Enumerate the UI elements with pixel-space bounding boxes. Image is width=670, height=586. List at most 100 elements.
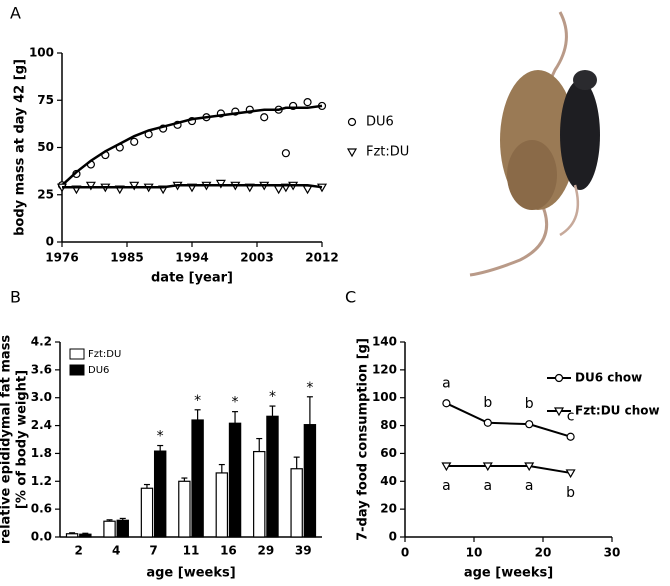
legend-marker xyxy=(553,407,565,417)
y-axis-label: [% of body weight] xyxy=(15,370,30,509)
bar xyxy=(266,415,279,538)
bar xyxy=(140,487,154,538)
point xyxy=(441,462,452,472)
significance: * xyxy=(306,380,313,396)
legend-marker xyxy=(346,148,358,158)
point xyxy=(215,179,226,189)
legend-label: DU6 chow xyxy=(575,371,642,385)
letter: c xyxy=(567,409,575,425)
panel-label: C xyxy=(345,288,356,307)
letter: a xyxy=(525,478,534,494)
legend-swatch xyxy=(69,348,85,360)
y-tick-label: 1.2 xyxy=(31,474,52,488)
letter: a xyxy=(484,478,493,494)
y-tick-label: 4.2 xyxy=(31,335,52,349)
y-tick-label: 120 xyxy=(372,362,397,376)
y-tick-label: 100 xyxy=(29,46,54,60)
y-tick-label: 100 xyxy=(372,390,397,404)
y-axis-label: relative epididymal fat mass xyxy=(0,335,14,545)
significance: * xyxy=(194,393,201,409)
x-tick-label: 16 xyxy=(220,544,237,558)
x-tick-label: 30 xyxy=(604,546,621,560)
point xyxy=(85,181,96,191)
point xyxy=(260,113,269,122)
letter: b xyxy=(483,395,492,411)
x-axis-label: age [weeks] xyxy=(146,566,235,581)
x-tick-label: 7 xyxy=(149,544,157,558)
point xyxy=(482,462,493,472)
bar xyxy=(178,480,191,538)
bar xyxy=(116,519,129,538)
point xyxy=(525,420,534,429)
y-tick-label: 20 xyxy=(380,502,397,516)
y-tick-label: 80 xyxy=(380,418,397,432)
legend-marker xyxy=(554,373,564,383)
legend-label: Fzt:DU xyxy=(366,145,409,160)
point xyxy=(565,469,576,479)
legend-marker xyxy=(347,117,357,127)
point xyxy=(273,185,284,195)
bar xyxy=(215,472,229,538)
letter: b xyxy=(525,396,534,412)
x-tick-label: 2 xyxy=(75,544,83,558)
y-tick-label: 60 xyxy=(380,446,397,460)
point xyxy=(566,432,575,441)
y-tick-label: 0 xyxy=(389,530,397,544)
y-tick-label: 50 xyxy=(37,140,54,154)
bar xyxy=(290,468,303,538)
letter: a xyxy=(442,478,451,494)
bar xyxy=(191,419,204,538)
y-tick-label: 40 xyxy=(380,474,397,488)
y-tick-label: 2.4 xyxy=(31,418,52,432)
y-tick-label: 3.6 xyxy=(31,362,52,376)
x-tick-label: 1994 xyxy=(175,251,208,265)
x-axis-label: age [weeks] xyxy=(464,566,553,581)
point xyxy=(524,462,535,472)
bar xyxy=(65,533,79,538)
point xyxy=(130,137,139,146)
significance: * xyxy=(157,429,164,445)
legend-label: DU6 xyxy=(366,115,394,130)
y-tick-label: 1.8 xyxy=(31,446,52,460)
letter: a xyxy=(442,375,451,391)
letter: b xyxy=(566,485,575,501)
x-tick-label: 2003 xyxy=(240,251,273,265)
point xyxy=(129,181,140,191)
y-tick-label: 0.0 xyxy=(31,530,52,544)
y-tick-label: 0.6 xyxy=(31,502,52,516)
legend-label: Fzt:DU chow xyxy=(575,404,660,418)
x-tick-label: 4 xyxy=(112,544,120,558)
x-axis-label: date [year] xyxy=(151,271,233,286)
y-tick-label: 3.0 xyxy=(31,390,52,404)
point xyxy=(281,149,290,158)
line xyxy=(445,402,571,438)
y-tick-label: 75 xyxy=(37,93,54,107)
y-tick-label: 140 xyxy=(372,335,397,349)
bar xyxy=(253,450,266,538)
legend-swatch xyxy=(69,364,85,376)
fit-line xyxy=(62,184,323,189)
bar xyxy=(228,422,242,538)
x-tick-label: 39 xyxy=(295,544,312,558)
panel-label: A xyxy=(10,4,21,23)
x-tick-label: 20 xyxy=(535,546,552,560)
panel-label: B xyxy=(10,288,21,307)
x-tick-label: 10 xyxy=(466,546,483,560)
fit-line xyxy=(61,104,323,187)
significance: * xyxy=(232,395,239,411)
x-tick-label: 1976 xyxy=(45,251,78,265)
x-tick-label: 0 xyxy=(401,546,409,560)
legend-label: DU6 xyxy=(88,365,109,376)
line xyxy=(446,464,571,474)
y-axis-label: 7-day food consumption [g] xyxy=(356,338,371,541)
x-tick-label: 1985 xyxy=(110,251,143,265)
significance: * xyxy=(269,389,276,405)
point xyxy=(302,185,313,195)
y-tick-label: 0 xyxy=(46,235,54,249)
legend-label: Fzt:DU xyxy=(88,349,121,360)
x-tick-label: 2012 xyxy=(305,251,338,265)
x-tick-label: 11 xyxy=(183,544,200,558)
y-axis-label: body mass at day 42 [g] xyxy=(13,59,28,236)
point xyxy=(442,399,451,408)
